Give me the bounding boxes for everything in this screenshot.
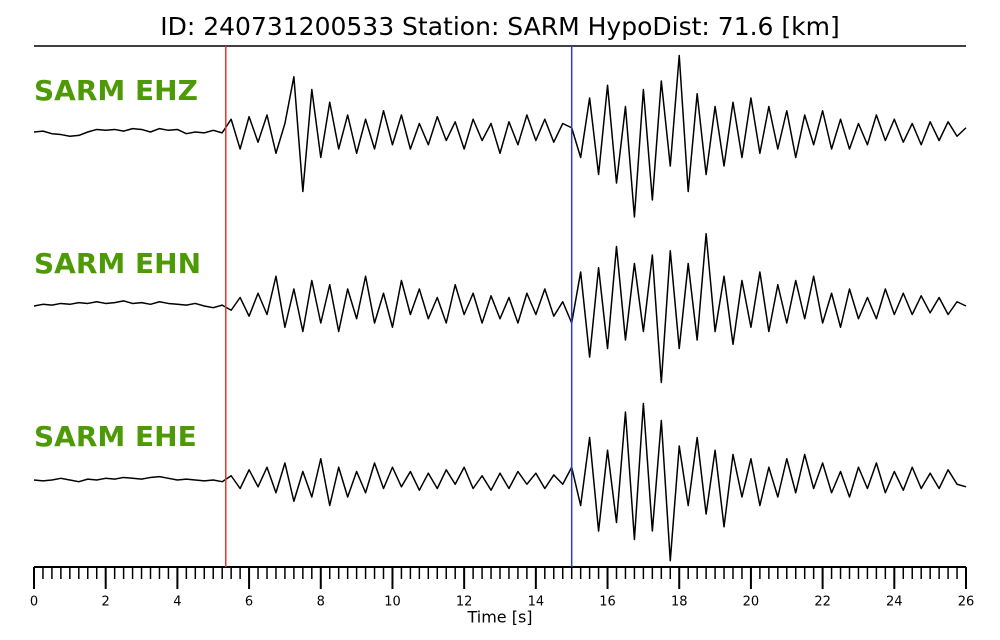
x-tick-label: 20 (743, 595, 760, 610)
chart-title: ID: 240731200533 Station: SARM HypoDist:… (160, 12, 839, 41)
channel-label: SARM EHZ (34, 74, 198, 107)
trace (33, 54, 967, 218)
x-axis-label: Time [s] (466, 608, 532, 627)
x-tick-label: 2 (102, 595, 110, 610)
x-tick-label: 8 (317, 595, 325, 610)
x-tick-label: 22 (814, 595, 831, 610)
x-tick-label: 26 (958, 595, 975, 610)
x-tick-label: 6 (245, 595, 253, 610)
x-tick-label: 0 (30, 595, 38, 610)
x-tick-label: 16 (599, 595, 616, 610)
x-tick-label: 24 (886, 595, 903, 610)
channel-label: SARM EHE (34, 420, 197, 453)
trace (33, 233, 967, 384)
x-tick-label: 12 (456, 595, 473, 610)
x-tick-label: 14 (528, 595, 545, 610)
x-tick-label: 10 (384, 595, 401, 610)
x-tick-label: 18 (671, 595, 688, 610)
x-tick-label: 4 (173, 595, 181, 610)
channel-label: SARM EHN (34, 247, 201, 280)
trace (33, 402, 967, 562)
